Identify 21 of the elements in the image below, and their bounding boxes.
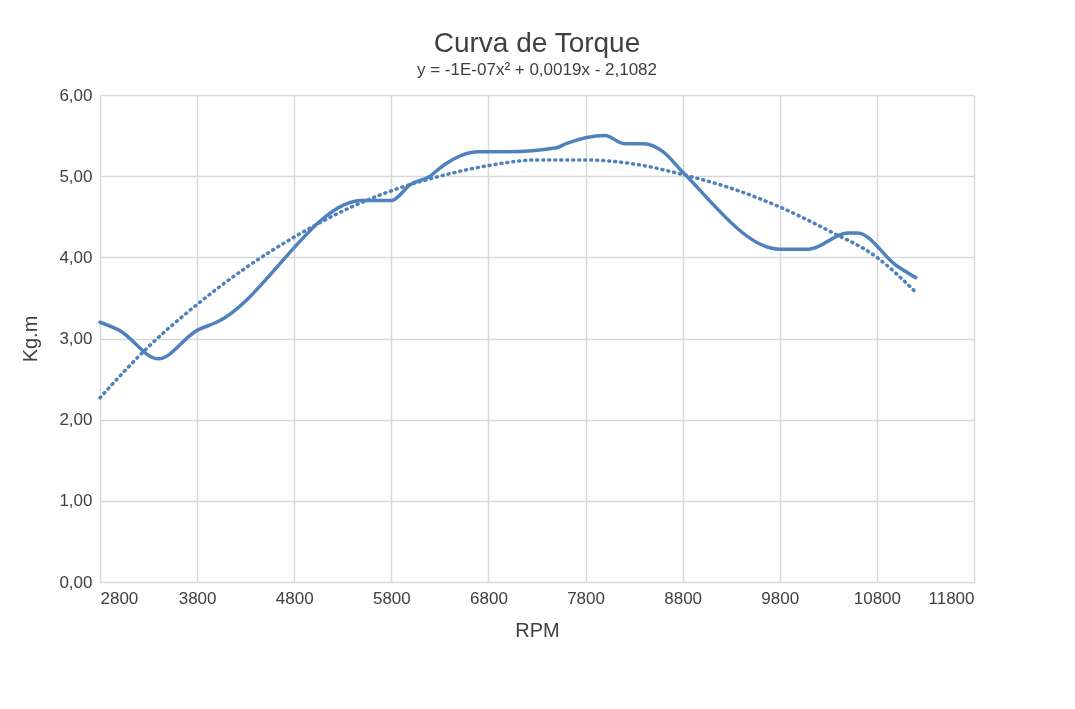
x-tick-label: 9800 (761, 588, 800, 608)
chart-title: Curva de Torque (433, 27, 641, 58)
x-tick-label: 4800 (275, 588, 314, 608)
y-tick-label: 0,00 (59, 572, 93, 592)
chart-subtitle: y = -1E-07x² + 0,0019x - 2,1082 (416, 60, 658, 79)
x-tick-label: 7800 (567, 588, 605, 608)
y-axis-title: Kg.m (19, 315, 42, 363)
x-tick-label: 3800 (178, 588, 217, 608)
x-tick-label: 5800 (372, 588, 411, 608)
y-tick-label: 3,00 (59, 329, 93, 348)
y-tick-label: 4,00 (59, 247, 93, 267)
y-tick-label: 2,00 (59, 410, 93, 430)
x-axis-title: RPM (515, 618, 560, 641)
x-tick-label: 8800 (664, 588, 703, 608)
x-tick-label: 11800 (928, 588, 975, 608)
y-tick-label: 5,00 (59, 166, 93, 186)
y-tick-label: 1,00 (59, 491, 93, 511)
x-tick-label: 2800 (100, 588, 139, 608)
x-tick-label: 6800 (470, 588, 508, 608)
x-tick-label: 10800 (853, 588, 902, 608)
y-tick-label: 6,00 (59, 85, 93, 105)
